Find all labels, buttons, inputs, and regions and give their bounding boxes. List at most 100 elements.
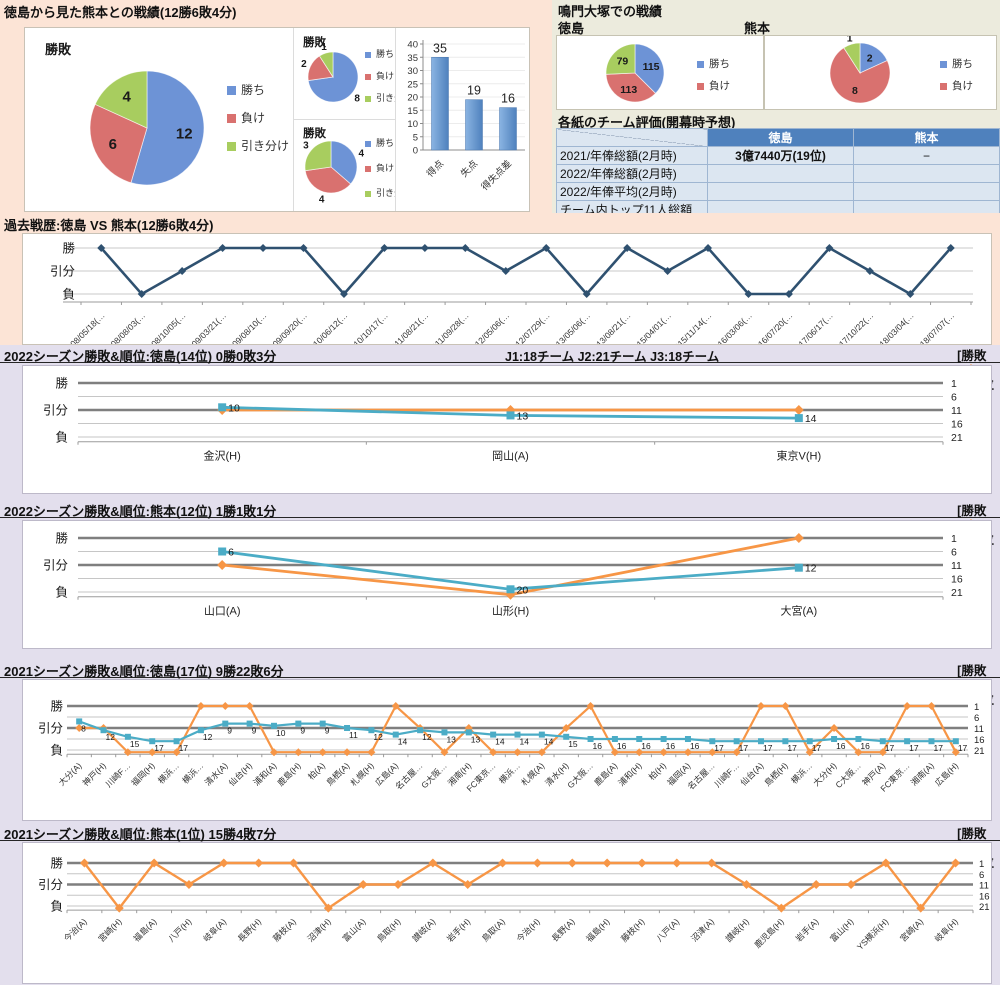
- svg-text:福岡(H): 福岡(H): [129, 760, 157, 788]
- svg-text:17: 17: [812, 743, 822, 753]
- svg-text:2012/05/06(…: 2012/05/06(…: [466, 310, 511, 344]
- section-header: 2021シーズン勝敗&順位:徳島(17位) 9勝22敗6分 [勝敗 ] [順位 …: [0, 660, 1000, 732]
- svg-text:12: 12: [203, 732, 213, 742]
- svg-text:2017/06/17(…: 2017/06/17(…: [790, 310, 835, 344]
- svg-text:鳥取(A): 鳥取(A): [480, 916, 507, 943]
- svg-text:得点: 得点: [424, 157, 446, 179]
- svg-text:大宮(A): 大宮(A): [780, 604, 817, 618]
- svg-text:13: 13: [517, 410, 529, 422]
- svg-text:14: 14: [495, 737, 505, 747]
- svg-text:16: 16: [690, 741, 700, 751]
- svg-text:負: 負: [55, 586, 68, 600]
- section-2021-tokushima: 2021シーズン勝敗&順位:徳島(17位) 9勝22敗6分 [勝敗 ] [順位 …: [0, 660, 1000, 823]
- season-title: 2022シーズン勝敗&順位:徳島(14位) 0勝0敗3分: [4, 349, 277, 364]
- svg-text:11: 11: [951, 560, 962, 572]
- svg-text:負: 負: [50, 900, 63, 914]
- svg-text:引分: 引分: [38, 722, 63, 736]
- svg-text:今治(H): 今治(H): [514, 916, 542, 944]
- svg-text:15: 15: [407, 106, 418, 117]
- svg-text:2016/07/20(…: 2016/07/20(…: [749, 310, 794, 344]
- svg-text:13: 13: [471, 734, 481, 744]
- svg-text:仙台(A): 仙台(A): [738, 760, 765, 787]
- svg-text:16: 16: [593, 741, 603, 751]
- past-results-title: 過去戦歴:徳島 VS 熊本(12勝6敗4分): [4, 218, 214, 233]
- svg-text:浦和(H): 浦和(H): [616, 760, 644, 788]
- legend-label: 勝敗: [961, 349, 987, 363]
- svg-text:16: 16: [951, 419, 963, 431]
- season-chart-2021-tokushima: 勝引分負 1 6 11 16 21 大分(A) 神戸(H) 川崎F… 福岡(H) 横浜… 横浜… 清水(…: [22, 679, 992, 821]
- svg-text:負け: 負け: [241, 111, 265, 125]
- svg-text:13: 13: [446, 734, 456, 744]
- svg-text:負け: 負け: [376, 162, 394, 173]
- svg-text:4: 4: [358, 149, 364, 160]
- section-header: 2021シーズン勝敗&順位:熊本(1位) 15勝4敗7分 [勝敗 ] [順位 ]: [0, 823, 1000, 895]
- svg-text:勝: 勝: [50, 856, 63, 871]
- section-header: 2022シーズン勝敗&順位:熊本(12位) 1勝1敗1分 [勝敗 ] [順位 ]: [0, 500, 1000, 572]
- svg-text:2008/10/05(…: 2008/10/05(…: [142, 310, 187, 344]
- svg-text:17: 17: [787, 743, 797, 753]
- season-chart-2022-kumamoto: 勝引分負 1 6 11 16 21 山口(A) 山形(H) 大宮(A) 6 20 12: [22, 520, 992, 649]
- svg-text:負け: 負け: [709, 80, 730, 92]
- past-results-panel: 勝引分負 2008/05/18(… 2008/08/03(… 2008/10/05(……: [22, 233, 992, 345]
- svg-text:5: 5: [413, 132, 418, 143]
- svg-text:8: 8: [354, 93, 360, 104]
- svg-text:21: 21: [974, 746, 985, 757]
- head-to-head-title: 徳島から見た熊本との戦績(12勝6敗4分): [4, 5, 237, 20]
- svg-text:16: 16: [974, 735, 985, 746]
- svg-text:17: 17: [179, 743, 189, 753]
- svg-text:6: 6: [951, 547, 957, 559]
- svg-text:負: 負: [62, 288, 75, 302]
- svg-text:2009/09/20(…: 2009/09/20(…: [264, 310, 309, 344]
- svg-text:19: 19: [467, 84, 481, 98]
- svg-text:2009/03/21(…: 2009/03/21(…: [183, 310, 228, 344]
- svg-text:八戸(A): 八戸(A): [654, 916, 681, 943]
- svg-text:8: 8: [852, 85, 858, 97]
- svg-text:17: 17: [154, 743, 164, 753]
- svg-text:引き分け: 引き分け: [241, 139, 289, 153]
- svg-text:14: 14: [544, 737, 554, 747]
- svg-text:今治(A): 今治(A): [62, 916, 89, 943]
- svg-text:名古屋…: 名古屋…: [686, 761, 717, 792]
- section-header: 2022シーズン勝敗&順位:徳島(14位) 0勝0敗3分 J1:18チーム J2…: [0, 345, 1000, 417]
- svg-text:負け: 負け: [952, 80, 973, 92]
- svg-text:引分: 引分: [43, 404, 68, 418]
- svg-text:6: 6: [974, 713, 979, 724]
- svg-text:79: 79: [617, 56, 629, 68]
- svg-text:名古屋…: 名古屋…: [393, 761, 424, 792]
- svg-text:12: 12: [106, 732, 116, 742]
- svg-text:9: 9: [300, 726, 305, 736]
- svg-text:引分: 引分: [43, 559, 68, 573]
- svg-text:10: 10: [228, 402, 240, 414]
- svg-text:岡山(A): 岡山(A): [492, 450, 529, 463]
- svg-text:讃岐(H): 讃岐(H): [723, 916, 751, 944]
- svg-text:金沢(H): 金沢(H): [204, 449, 241, 463]
- svg-text:藤枝(A): 藤枝(A): [271, 916, 298, 943]
- svg-text:引分: 引分: [50, 265, 75, 279]
- league-team-counts: J1:18チーム J2:21チーム J3:18チーム: [505, 350, 720, 364]
- svg-text:16: 16: [641, 741, 651, 751]
- svg-text:16: 16: [836, 741, 846, 751]
- svg-text:14: 14: [805, 413, 817, 425]
- svg-text:9: 9: [227, 726, 232, 736]
- svg-text:2: 2: [867, 53, 873, 65]
- svg-text:11: 11: [951, 405, 962, 417]
- svg-text:21: 21: [979, 902, 990, 913]
- svg-text:14: 14: [398, 737, 408, 747]
- svg-text:引分: 引分: [38, 878, 63, 892]
- svg-text:岩手(H): 岩手(H): [445, 916, 473, 944]
- svg-text:11: 11: [349, 730, 358, 740]
- naruto-pie-kumamoto: 2 8 1 勝ち 負け: [764, 35, 997, 110]
- season-title: 2021シーズン勝敗&順位:徳島(17位) 9勝22敗6分: [4, 664, 284, 679]
- team-label-tokushima: 徳島: [558, 21, 585, 36]
- svg-text:富山(A): 富山(A): [340, 916, 367, 943]
- svg-text:15: 15: [568, 739, 578, 749]
- svg-text:勝: 勝: [55, 531, 68, 546]
- svg-text:宮崎(H): 宮崎(H): [96, 916, 124, 944]
